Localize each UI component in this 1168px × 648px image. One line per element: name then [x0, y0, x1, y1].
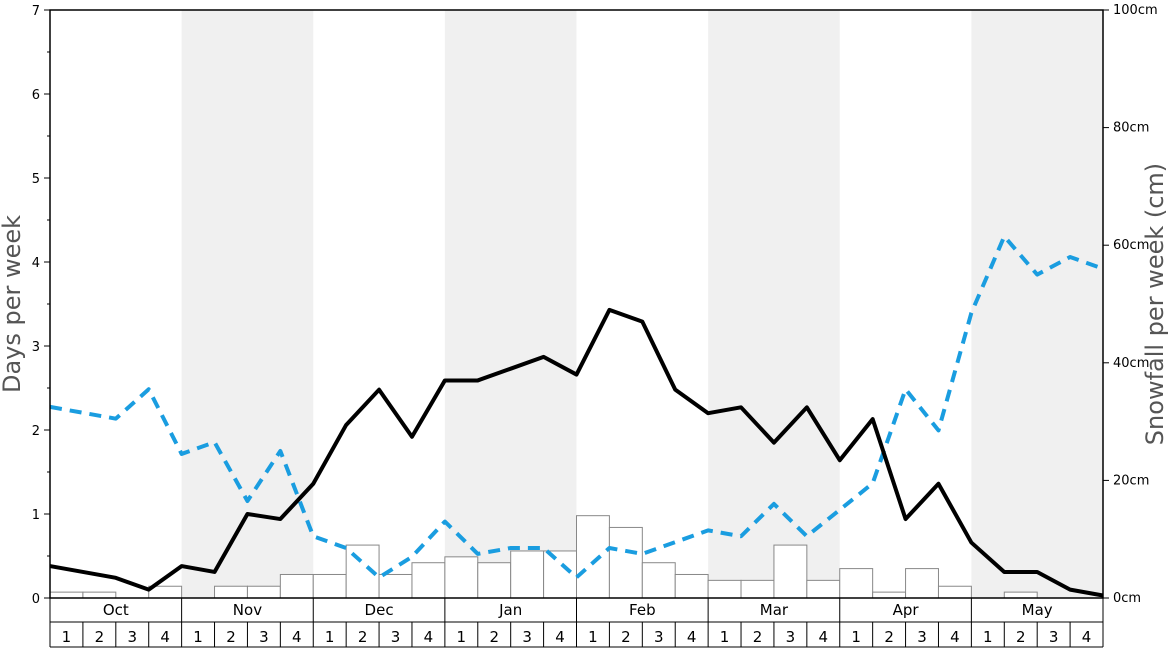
- week-label: 2: [753, 628, 763, 646]
- snowfall-bar: [839, 568, 874, 599]
- snowfall-bar: [576, 515, 610, 599]
- month-label-dec: Dec: [365, 601, 394, 619]
- snowfall-bar: [378, 573, 413, 599]
- snowfall-bar: [806, 579, 841, 599]
- week-label: 3: [654, 628, 664, 646]
- left-tick-label: 7: [32, 4, 40, 19]
- snowfall-bar: [872, 591, 907, 599]
- snowfall-bar: [411, 562, 446, 599]
- week-label: 3: [259, 628, 269, 646]
- snowfall-bar: [641, 562, 676, 599]
- week-label: 4: [1082, 628, 1092, 646]
- left-axis-title: Days per week: [0, 215, 26, 393]
- week-label: 3: [1049, 628, 1059, 646]
- month-label-oct: Oct: [103, 601, 129, 619]
- snowfall-bars: [49, 515, 1038, 599]
- snowfall-bar: [477, 562, 512, 599]
- left-tick-label: 2: [32, 424, 40, 439]
- week-label: 1: [588, 628, 598, 646]
- left-tick-label: 4: [32, 256, 40, 271]
- week-label: 1: [983, 628, 993, 646]
- week-label: 2: [95, 628, 105, 646]
- week-label: 4: [819, 628, 829, 646]
- x-axis: Oct 1 2 3 4 Nov 1 2 3 4 Dec 1 2 3 4 Jan 1 2 3 4 Feb 1 2 3 4 Mar 1 2…: [49, 598, 1104, 648]
- week-label: 4: [160, 628, 170, 646]
- left-tick-label: 6: [32, 88, 40, 103]
- week-label: 2: [1016, 628, 1026, 646]
- right-tick-label: 40cm: [1113, 356, 1149, 371]
- left-axis: 0 1 2 3 4 5 6 7: [32, 4, 50, 607]
- week-label: 1: [457, 628, 467, 646]
- month-label-jan: Jan: [498, 601, 522, 619]
- snowfall-line: [49, 234, 1104, 580]
- week-label: 1: [325, 628, 335, 646]
- week-label: 3: [917, 628, 927, 646]
- month-label-mar: Mar: [760, 601, 789, 619]
- month-band-may: [971, 10, 1103, 598]
- week-label: 2: [884, 628, 894, 646]
- week-label: 1: [62, 628, 72, 646]
- right-tick-label: 20cm: [1113, 473, 1149, 488]
- week-label: 2: [358, 628, 368, 646]
- snowfall-bar: [707, 579, 742, 599]
- right-axis: 0cm 20cm 40cm 60cm 80cm 100cm: [1103, 3, 1158, 606]
- week-label: 4: [687, 628, 697, 646]
- week-label: 2: [621, 628, 631, 646]
- snowfall-bar: [773, 544, 808, 599]
- left-tick-label: 5: [32, 172, 40, 187]
- snowfall-bar: [608, 526, 643, 599]
- snowfall-bar: [510, 550, 545, 599]
- week-label: 3: [391, 628, 401, 646]
- right-tick-label: 60cm: [1113, 238, 1149, 253]
- month-label-apr: Apr: [893, 601, 920, 619]
- days-line: [49, 307, 1104, 598]
- series-lines: [49, 234, 1104, 598]
- snowfall-bar: [312, 573, 347, 599]
- left-tick-label: 3: [32, 340, 40, 355]
- week-label: 2: [226, 628, 236, 646]
- snowfall-bar: [674, 573, 709, 599]
- month-band-jan: [444, 10, 577, 598]
- snowfall-bar: [740, 579, 775, 599]
- snowfall-bar: [543, 550, 577, 599]
- snowfall-bar: [246, 585, 281, 599]
- snowfall-bar: [937, 585, 972, 599]
- snowfall-bar: [444, 556, 479, 599]
- snowfall-bar: [279, 573, 314, 599]
- month-band-nov: [181, 10, 314, 598]
- week-label: 4: [555, 628, 565, 646]
- week-label: 2: [489, 628, 499, 646]
- month-label-feb: Feb: [629, 601, 656, 619]
- month-bands: [181, 10, 1103, 598]
- week-label: 1: [851, 628, 861, 646]
- week-label: 4: [292, 628, 302, 646]
- right-tick-label: 100cm: [1113, 3, 1158, 18]
- week-label: 1: [720, 628, 730, 646]
- snowfall-bar: [214, 585, 248, 599]
- right-tick-label: 0cm: [1113, 591, 1141, 606]
- left-tick-label: 0: [32, 592, 40, 607]
- snowfall-bar: [905, 568, 939, 599]
- week-label: 3: [522, 628, 532, 646]
- month-band-mar: [708, 10, 840, 598]
- right-tick-label: 80cm: [1113, 121, 1149, 136]
- snowfall-bar: [49, 591, 84, 599]
- left-tick-label: 1: [32, 508, 40, 523]
- snowfall-bar: [82, 591, 117, 599]
- right-axis-title: Snowfall per week (cm): [1141, 163, 1168, 445]
- week-label: 3: [127, 628, 137, 646]
- month-label-nov: Nov: [233, 601, 262, 619]
- week-label: 4: [950, 628, 960, 646]
- snowfall-bar: [1003, 591, 1038, 599]
- month-label-may: May: [1022, 601, 1053, 619]
- week-label: 1: [193, 628, 203, 646]
- week-label: 3: [786, 628, 796, 646]
- week-label: 4: [424, 628, 434, 646]
